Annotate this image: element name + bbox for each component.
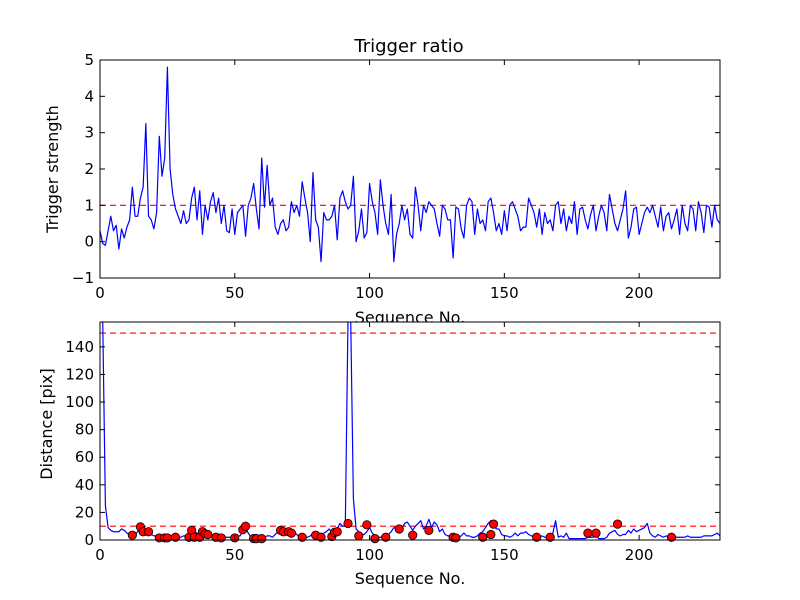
bottom-marker-point <box>343 518 353 529</box>
bottom-marker-point <box>240 521 251 531</box>
bottom-marker-point <box>216 533 226 543</box>
bottom-y-tick-label: 60 <box>75 448 94 466</box>
bottom-y-tick-label: 140 <box>65 338 94 356</box>
bottom-x-tick-label: 150 <box>490 546 519 564</box>
bottom-marker-point <box>332 527 342 537</box>
bottom-marker-point <box>362 520 372 530</box>
bottom-marker-point <box>257 534 267 544</box>
bottom-x-tick-label: 200 <box>625 546 654 564</box>
bottom-marker-point <box>488 519 499 529</box>
bottom-marker-point <box>532 532 542 542</box>
top-y-tick-label: 5 <box>84 51 94 69</box>
bottom-marker-point <box>612 519 623 529</box>
top-x-tick-label: 200 <box>625 284 654 302</box>
top-plot-frame <box>99 59 721 279</box>
bottom-x-tick-label: 100 <box>355 546 384 564</box>
bottom-marker-point <box>170 532 181 542</box>
bottom-marker-point <box>286 528 296 538</box>
bottom-marker-point <box>316 532 326 542</box>
bottom-x-tick-label: 50 <box>225 546 244 564</box>
bottom-marker-point <box>370 534 380 544</box>
bottom-x-tick-label: 0 <box>95 546 105 564</box>
bottom-marker-point <box>451 533 461 543</box>
bottom-marker-point <box>127 530 137 540</box>
top-y-tick-label: 3 <box>84 124 94 142</box>
bottom-y-tick-label: 120 <box>65 365 94 383</box>
bottom-marker-point <box>394 524 404 534</box>
bottom-y-axis-label: Distance [pix] <box>37 368 56 480</box>
top-y-tick-label: 0 <box>84 233 94 251</box>
top-series-line <box>100 66 720 263</box>
bottom-y-tick-label: 100 <box>65 393 94 411</box>
bottom-plot-background <box>100 322 720 540</box>
top-y-tick-label: 2 <box>84 160 94 178</box>
bottom-marker-point <box>591 528 601 538</box>
bottom-marker-point <box>203 529 213 540</box>
bottom-marker-point <box>381 532 391 542</box>
bottom-plot-frame <box>99 321 721 541</box>
distance-chart: 0 50 100 150 200 0 20 40 60 80 100 120 140 Sequence … <box>37 321 721 588</box>
top-chart-title: Trigger ratio <box>353 36 463 57</box>
bottom-y-tick-label: 40 <box>75 476 94 494</box>
top-x-tick-label: 150 <box>490 284 519 302</box>
top-x-tick-label: 0 <box>95 284 105 302</box>
bottom-marker-point <box>297 532 307 542</box>
top-y-axis-label: Trigger strength <box>43 105 62 234</box>
bottom-x-axis-label: Sequence No. <box>355 569 466 588</box>
bottom-marker-point <box>545 532 555 542</box>
bottom-marker-point <box>478 532 488 542</box>
top-y-tick-label: 1 <box>84 196 94 214</box>
top-x-tick-label: 100 <box>355 284 384 302</box>
bottom-marker-point <box>354 531 364 541</box>
top-plot-area <box>100 66 720 263</box>
top-y-tick-label: 4 <box>84 87 94 105</box>
bottom-marker-point <box>162 533 172 543</box>
top-x-tick-label: 50 <box>225 284 244 302</box>
bottom-axis-ticks: 0 50 100 150 200 0 20 40 60 80 100 120 140 <box>65 322 720 564</box>
top-y-tick-label: −1 <box>72 269 94 287</box>
bottom-marker-point <box>486 529 496 540</box>
bottom-y-tick-label: 80 <box>75 421 94 439</box>
bottom-marker-point <box>424 525 434 535</box>
bottom-y-tick-label: 20 <box>75 503 94 521</box>
bottom-y-tick-label: 0 <box>84 531 94 549</box>
bottom-marker-point <box>583 528 593 538</box>
top-plot-content <box>100 66 720 263</box>
bottom-marker-point <box>666 532 677 542</box>
bottom-marker-point <box>143 527 154 537</box>
bottom-marker-point <box>408 530 418 540</box>
